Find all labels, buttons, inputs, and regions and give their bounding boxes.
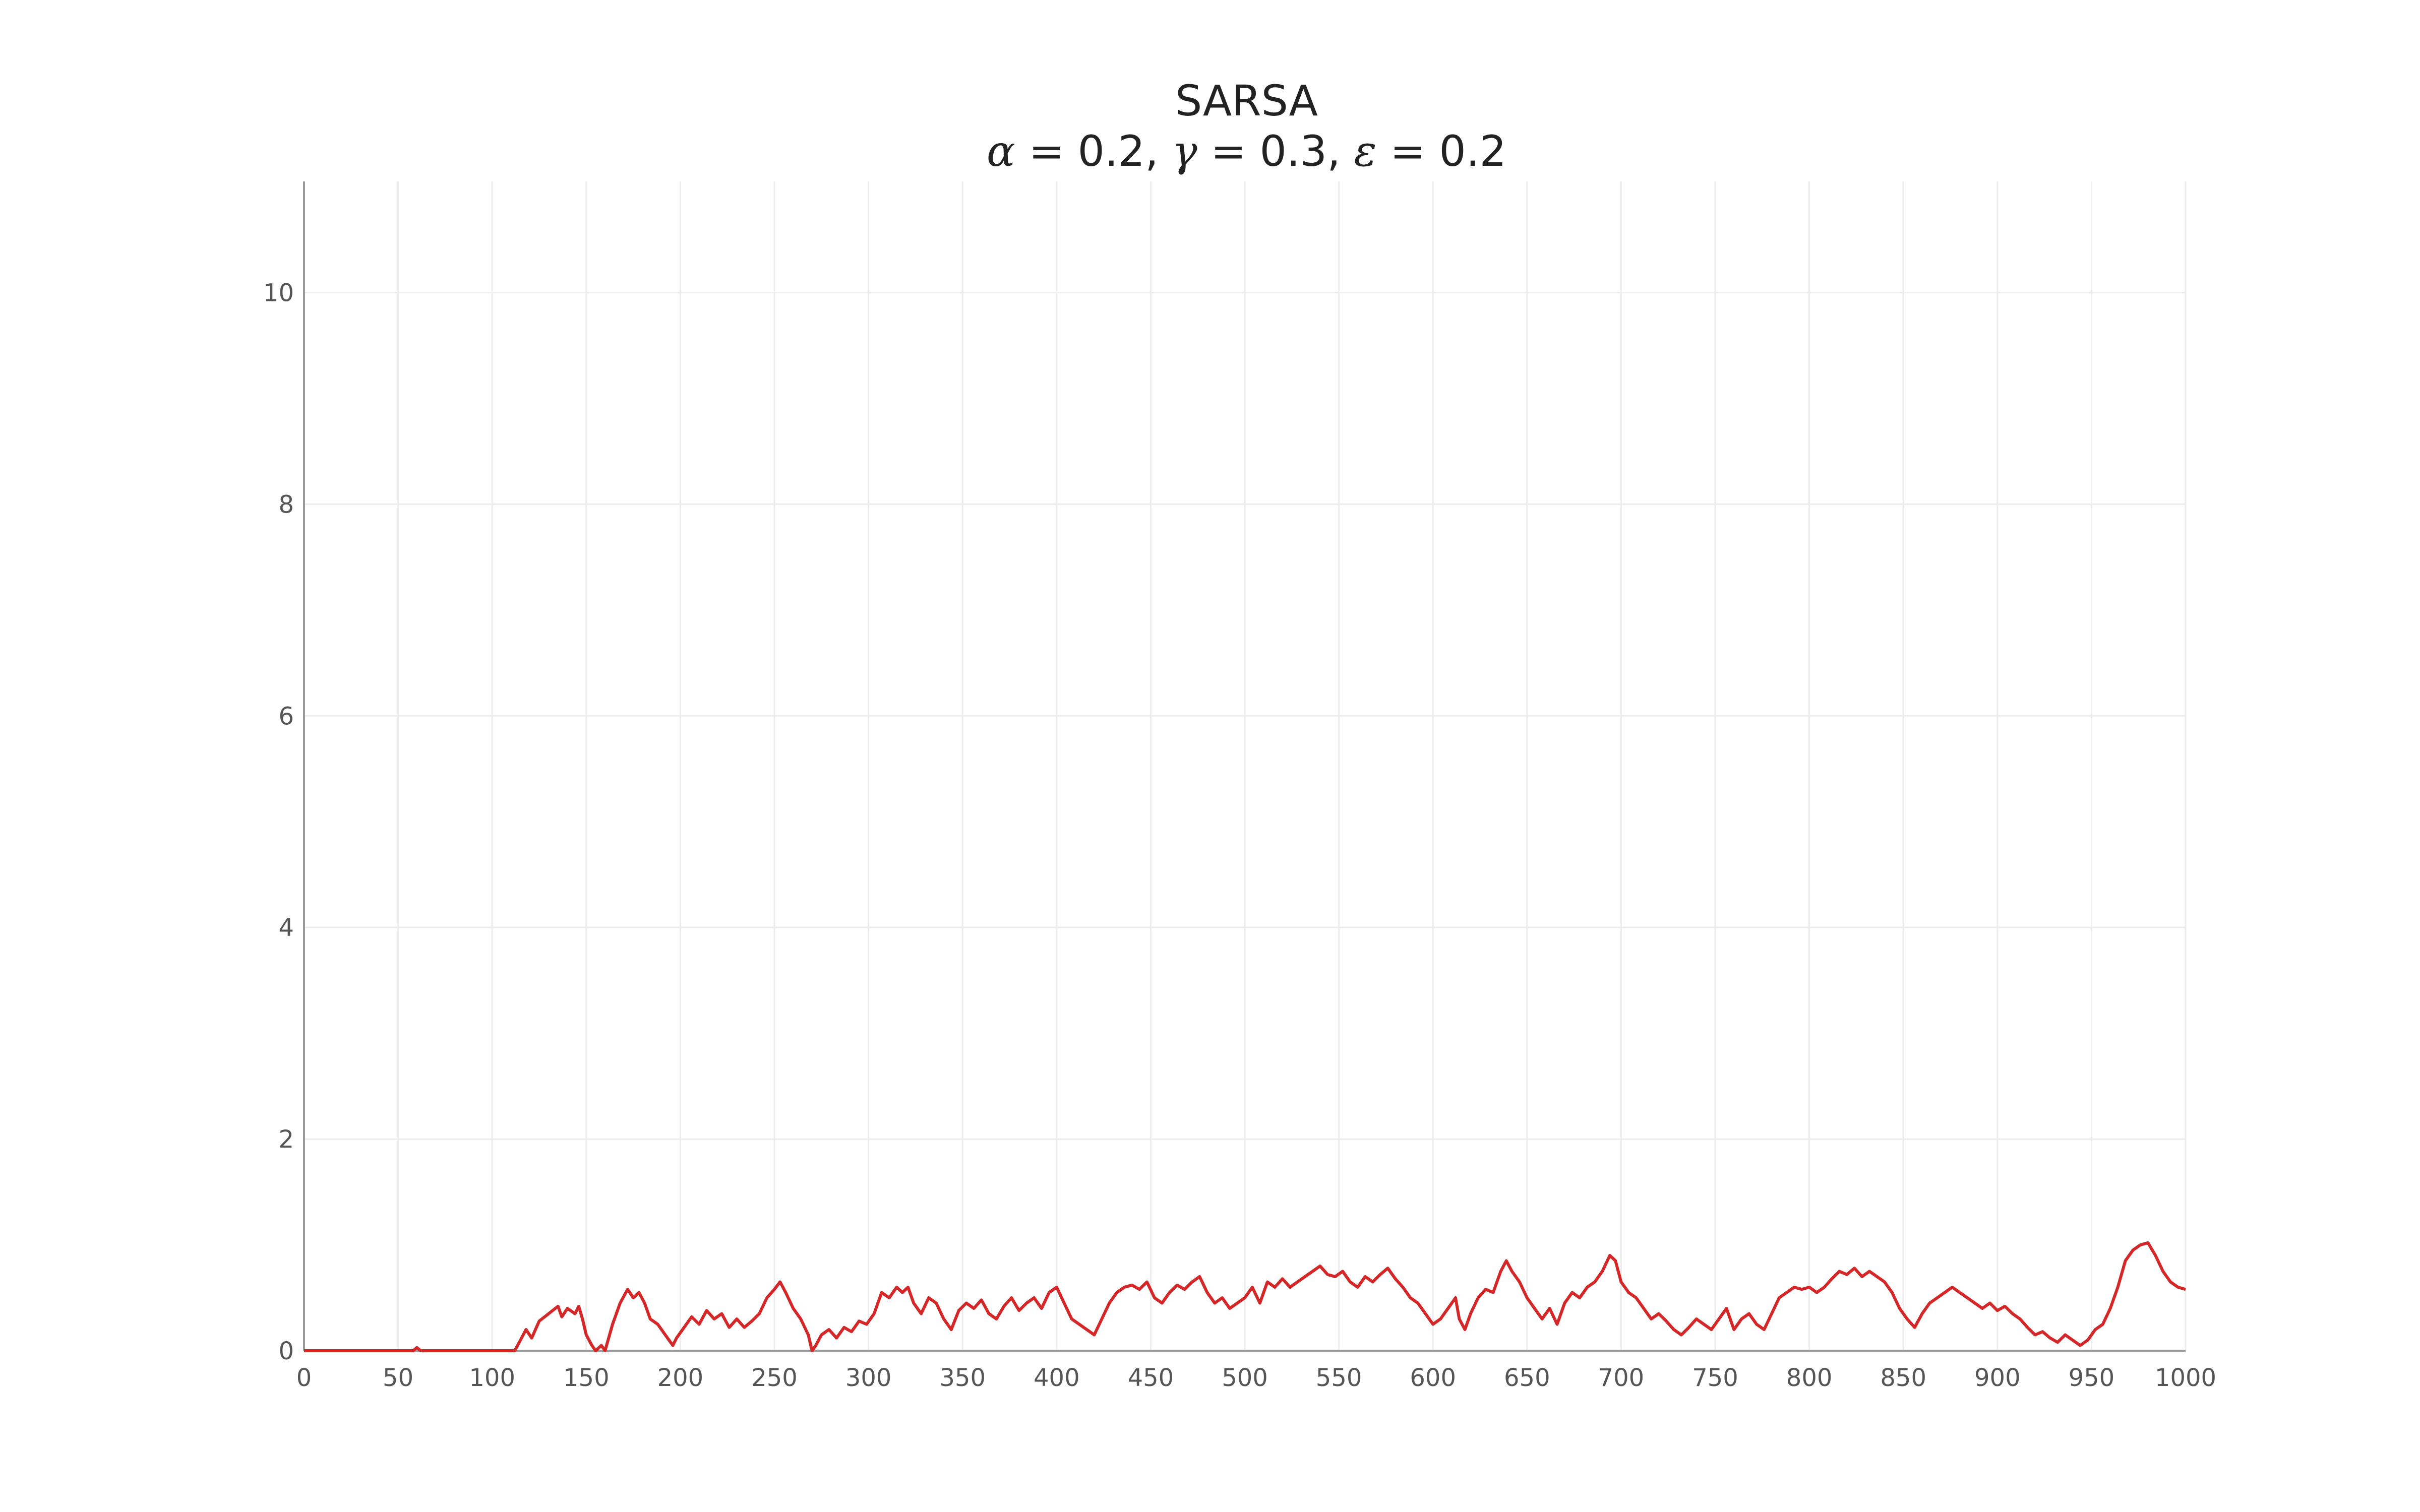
x-tick-label: 250: [751, 1364, 798, 1392]
chart-subtitle: α = 0.2, γ = 0.3, ε = 0.2: [0, 126, 2420, 176]
subtitle-part: = 0.2: [1376, 127, 1506, 176]
y-tick-labels: 0 2 4 6 8 10: [263, 279, 294, 1365]
x-tick-label: 0: [296, 1364, 312, 1392]
x-tick-label: 150: [563, 1364, 610, 1392]
x-tick-label: 700: [1598, 1364, 1645, 1392]
series-line: [304, 1241, 2186, 1352]
x-tick-label: 500: [1222, 1364, 1268, 1392]
series-layer: [304, 1241, 2186, 1352]
x-tick-label: 1000: [2155, 1364, 2216, 1392]
x-tick-label: 800: [1786, 1364, 1833, 1392]
subtitle-part: α: [987, 127, 1015, 176]
y-tick-label: 6: [278, 702, 294, 730]
grid-lines: [303, 181, 2187, 1352]
axes: [303, 181, 2186, 1352]
x-tick-label: 350: [939, 1364, 986, 1392]
x-tick-labels: 0 50 100 150 200 250 300 350 400 450 500 550 600 650 7…: [296, 1364, 2216, 1392]
x-tick-label: 300: [845, 1364, 892, 1392]
x-tick-label: 400: [1034, 1364, 1080, 1392]
y-tick-label: 10: [263, 279, 294, 307]
y-tick-label: 2: [278, 1125, 294, 1154]
x-tick-label: 850: [1880, 1364, 1926, 1392]
x-tick-label: 650: [1504, 1364, 1550, 1392]
x-tick-label: 900: [1974, 1364, 2021, 1392]
x-tick-label: 600: [1410, 1364, 1456, 1392]
subtitle-part: = 0.3,: [1197, 127, 1354, 176]
x-tick-label: 750: [1692, 1364, 1738, 1392]
y-tick-label: 4: [278, 914, 294, 942]
x-tick-label: 200: [657, 1364, 704, 1392]
x-tick-label: 100: [469, 1364, 515, 1392]
x-tick-label: 550: [1316, 1364, 1362, 1392]
y-tick-label: 0: [278, 1337, 294, 1365]
x-tick-label: 50: [383, 1364, 413, 1392]
chart-title: SARSA: [1175, 76, 1318, 125]
x-tick-label: 450: [1128, 1364, 1174, 1392]
subtitle-part: ε: [1354, 127, 1377, 176]
y-tick-label: 8: [278, 490, 294, 519]
subtitle-part: = 0.2,: [1015, 127, 1172, 176]
x-tick-label: 950: [2069, 1364, 2115, 1392]
subtitle-part: γ: [1172, 127, 1197, 176]
